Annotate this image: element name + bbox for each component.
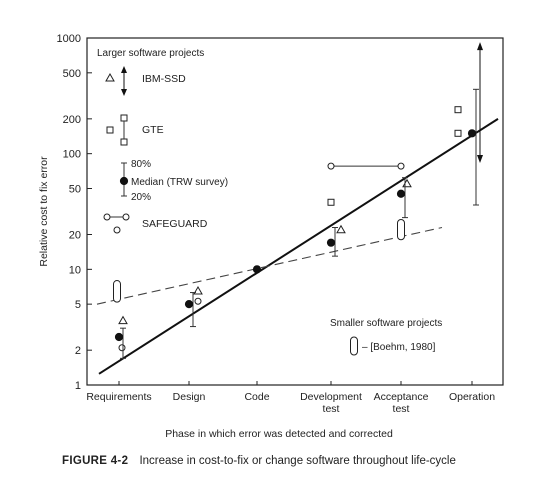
median-point: [396, 189, 406, 198]
x-tick-label: Development test: [300, 391, 362, 415]
ibm-ssd-point: [402, 178, 412, 188]
median-point: [252, 265, 262, 274]
y-tick-label: 200: [63, 114, 81, 126]
x-tick-label-line: test: [393, 403, 410, 415]
legend-ibm-label: IBM-SSD: [142, 73, 186, 85]
small-project-range: [397, 218, 405, 241]
y-tick-label: 2: [75, 345, 81, 357]
arrow-up-icon: [477, 42, 483, 51]
safeguard-range-point: [397, 162, 405, 170]
figure-label: FIGURE 4-2: [62, 455, 129, 467]
x-tick-label-line: Acceptance: [374, 391, 429, 403]
safeguard-range-point: [327, 162, 335, 170]
x-tick-label: Design: [173, 391, 206, 403]
larger-projects-label: Larger software projects: [97, 48, 204, 59]
y-tick-label: 100: [63, 149, 81, 161]
legend-safeguard-circle: [103, 213, 111, 221]
smaller-projects-label: Smaller software projects: [330, 318, 442, 329]
legend-20-label: 20%: [131, 192, 151, 203]
legend-ibm-triangle: [105, 72, 115, 82]
legend-boehm-label: – [Boehm, 1980]: [362, 342, 436, 353]
figure-caption: FIGURE 4-2 Increase in cost-to-fix or ch…: [62, 455, 542, 467]
legend-safeguard-label: SAFEGUARD: [142, 218, 208, 230]
safeguard-point: [194, 297, 202, 305]
legend-gte-square: [106, 126, 114, 134]
x-tick-label-line: Operation: [449, 391, 495, 403]
arrow-down-icon: [121, 89, 127, 96]
legend-gte-label: GTE: [142, 124, 164, 136]
legend-median-dot: [119, 176, 129, 186]
x-tick-label-line: Design: [173, 391, 206, 403]
y-axis-label: Relative cost to fix error: [38, 156, 50, 267]
legend-safeguard-circle: [122, 213, 130, 221]
x-axis-label: Phase in which error was detected and co…: [165, 428, 393, 440]
legend-gte-square: [120, 114, 128, 122]
y-tick-label: 20: [69, 230, 81, 242]
figure-caption-text: Increase in cost-to-fix or change softwa…: [139, 455, 456, 467]
legend-boehm-capsule: [350, 336, 358, 356]
arrow-up-icon: [121, 66, 127, 73]
legend-safeguard-circle: [113, 226, 121, 234]
y-tick-label: 500: [63, 68, 81, 80]
x-tick-label-line: Code: [244, 391, 269, 403]
median-point: [114, 332, 124, 342]
y-tick-label: 1000: [57, 33, 81, 45]
arrow-down-icon: [477, 154, 483, 163]
y-tick-label: 10: [69, 264, 81, 276]
gte-point: [327, 198, 335, 206]
gte-point: [454, 129, 462, 137]
small-project-range: [113, 280, 121, 303]
x-tick-label-line: Requirements: [86, 391, 151, 403]
legend-median-label: Median (TRW survey): [131, 177, 228, 188]
y-tick-label: 1: [75, 380, 81, 392]
trend-line-large-projects: [98, 118, 499, 375]
y-tick-label: 50: [69, 183, 81, 195]
gte-point: [454, 106, 462, 114]
trend-line-small-projects: [96, 226, 443, 305]
legend-80-label: 80%: [131, 159, 151, 170]
ibm-ssd-point: [118, 315, 128, 325]
y-tick-label: 5: [75, 299, 81, 311]
median-point: [467, 129, 477, 138]
x-tick-label-line: test: [323, 403, 340, 415]
median-point: [184, 300, 194, 309]
median-point: [326, 238, 336, 247]
x-tick-label: Acceptance test: [374, 391, 429, 415]
ibm-ssd-point: [336, 224, 346, 234]
plot-frame: [86, 37, 504, 386]
legend-gte-square: [120, 138, 128, 146]
x-tick-label: Requirements: [86, 391, 151, 403]
plot-area: 1 2 5 10 20 50 100 200 500 1000 Requirements Design…: [38, 33, 504, 440]
x-tick-label-line: Development: [300, 391, 362, 403]
safeguard-point: [118, 344, 126, 352]
x-tick-label: Code: [244, 391, 269, 403]
x-tick-label: Operation: [449, 391, 495, 403]
